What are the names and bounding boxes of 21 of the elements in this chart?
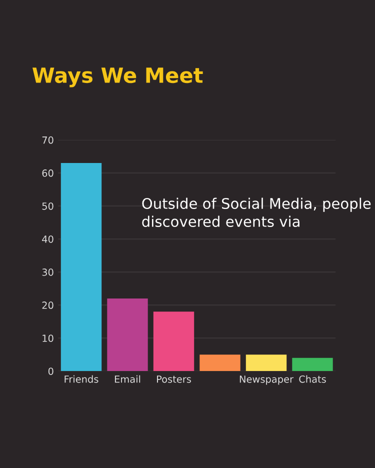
x-tick-label: Newspaper <box>240 376 294 385</box>
y-tick-label: 70 <box>42 136 54 144</box>
x-tick-label: Posters <box>157 376 191 383</box>
y-tick-label: 0 <box>48 368 54 375</box>
y-tick-label: 50 <box>42 202 54 210</box>
x-tick-label: Chats <box>299 375 326 383</box>
bar <box>200 354 240 372</box>
chart-title: Ways We Meet <box>32 68 203 88</box>
x-tick-label: Friends <box>64 375 98 383</box>
y-tick-label: 30 <box>42 268 54 276</box>
bar <box>107 298 148 372</box>
bar <box>246 354 287 372</box>
bar <box>60 163 102 372</box>
y-tick-label: 40 <box>42 235 54 243</box>
x-tick-label: Email <box>114 375 140 383</box>
y-tick-label: 60 <box>42 169 54 177</box>
y-tick-label: 20 <box>42 302 54 309</box>
bar <box>153 312 194 372</box>
annotation: Outside of Social Media, people discovered events via <box>142 198 371 228</box>
bar <box>292 358 333 372</box>
y-tick-label: 10 <box>42 334 54 342</box>
